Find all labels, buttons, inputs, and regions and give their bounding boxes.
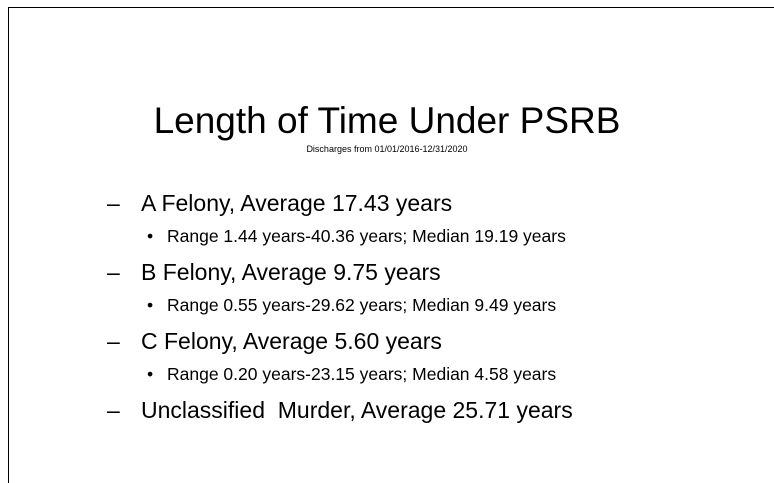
list-item-text: B Felony, Average 9.75 years [141,259,441,285]
bullet: – [107,190,120,216]
bullet: • [147,364,154,384]
list-item: – B Felony, Average 9.75 years [107,257,573,292]
list-item: – A Felony, Average 17.43 years [107,188,573,223]
bullet: – [107,259,120,285]
bullet-list: – A Felony, Average 17.43 years • Range 1.4… [107,188,573,430]
sub-item: • Range 0.20 years-23.15 years; Median 4.… [107,361,573,395]
bullet: • [147,295,154,315]
list-item-text: A Felony, Average 17.43 years [141,190,453,216]
list-item-text: Unclassified Murder, Average 25.71 years [141,397,573,423]
sub-item: • Range 0.55 years-29.62 years; Median 9.… [107,292,573,326]
sub-item-text: Range 0.55 years-29.62 years; Median 9.4… [167,295,557,315]
subtitle: Discharges from 01/01/2016-12/31/2020 [306,144,468,154]
title: Length of Time Under PSRB [153,100,621,141]
sub-item-text: Range 0.20 years-23.15 years; Median 4.5… [167,364,557,384]
list-item: – Unclassified Murder, Average 25.71 year… [107,395,573,430]
sub-item: • Range 1.44 years-40.36 years; Median 19… [107,223,573,257]
bullet: – [107,397,120,423]
list-item-text: C Felony, Average 5.60 years [141,328,442,354]
bullet: • [147,226,154,246]
bullet: – [107,328,120,354]
list-item: – C Felony, Average 5.60 years [107,326,573,361]
sub-item-text: Range 1.44 years-40.36 years; Median 19.… [167,226,566,246]
slide: Length of Time Under PSRB Discharges fro… [8,7,774,483]
